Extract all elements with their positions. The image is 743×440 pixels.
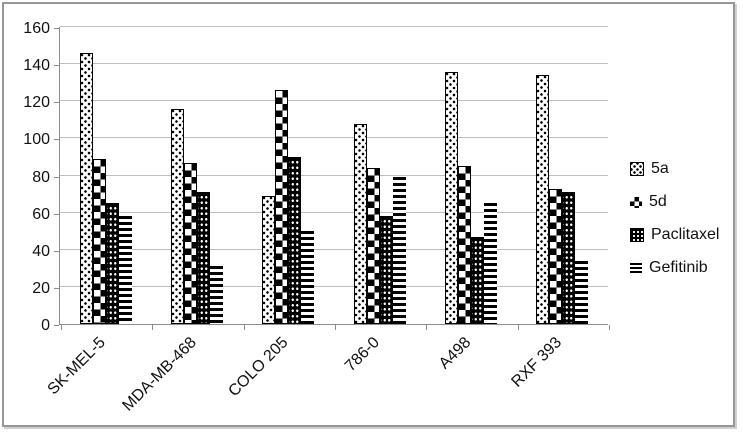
y-tick-label: 120 <box>23 94 50 112</box>
x-axis-tick <box>152 325 154 330</box>
bar-5d-COLO 205 <box>275 90 289 324</box>
legend-item-5d: 5d <box>630 193 719 211</box>
legend-label-paclitaxel: Paclitaxel <box>651 226 720 243</box>
bar-Gefitinib-SK-MEL-5 <box>118 216 132 324</box>
legend-swatch-paclitaxel-icon <box>630 228 644 242</box>
legend-label-5a: 5a <box>651 160 669 177</box>
y-axis-tick <box>54 176 59 178</box>
y-tick-label: 140 <box>23 57 50 75</box>
bar-5a-COLO 205 <box>262 195 276 324</box>
bar-Gefitinib-COLO 205 <box>301 231 315 324</box>
bar-5a-MDA-MB-468 <box>170 108 184 324</box>
plot-area <box>59 26 608 325</box>
bar-5d-MDA-MB-468 <box>183 162 197 324</box>
gridline <box>60 285 608 287</box>
y-tick-label: 20 <box>32 279 50 297</box>
bar-Paclitaxel-786-0 <box>379 216 393 324</box>
bar-group <box>334 27 425 324</box>
legend-swatch-gefitinib-icon <box>630 263 642 273</box>
gridline <box>60 137 608 139</box>
y-axis-tick <box>54 325 59 326</box>
x-axis-tick <box>426 325 428 330</box>
bar-Gefitinib-786-0 <box>392 177 406 324</box>
x-axis-tick <box>335 325 336 330</box>
x-axis-tick <box>61 325 62 330</box>
bar-5d-A498 <box>457 166 471 324</box>
y-axis-tick <box>54 250 59 252</box>
legend-swatch-5d-icon <box>630 196 642 208</box>
legend-item-paclitaxel: Paclitaxel <box>630 226 719 244</box>
y-tick-label: 80 <box>32 168 50 186</box>
x-axis-tick <box>243 325 245 330</box>
gridline <box>60 211 608 213</box>
legend-item-gefitinib: Gefitinib <box>630 259 719 277</box>
bar-Gefitinib-MDA-MB-468 <box>209 266 223 324</box>
y-axis-tick <box>54 65 59 67</box>
legend-item-5a: 5a <box>630 160 719 178</box>
bar-group <box>60 27 151 324</box>
x-category-label: 786-0 <box>341 334 383 375</box>
bar-group <box>243 27 334 324</box>
gridline <box>60 26 608 27</box>
bar-5a-A498 <box>444 71 458 324</box>
x-category-label: RXF 393 <box>508 334 566 391</box>
y-axis-tick <box>54 28 59 29</box>
x-axis-tick <box>517 325 519 330</box>
legend-label-5d: 5d <box>649 193 667 210</box>
gridline <box>60 100 608 102</box>
y-axis-tick <box>54 213 59 215</box>
gridline <box>60 63 608 65</box>
gridline <box>60 248 608 250</box>
bar-Paclitaxel-MDA-MB-468 <box>196 192 210 324</box>
bar-Paclitaxel-COLO 205 <box>288 156 302 324</box>
bar-Paclitaxel-A498 <box>470 236 484 324</box>
bar-group <box>151 27 242 324</box>
legend: 5a 5d Paclitaxel Gefitinib <box>630 160 719 277</box>
gridline <box>60 174 608 176</box>
x-category-label: COLO 205 <box>225 334 292 401</box>
bar-5a-RXF 393 <box>536 75 550 324</box>
bar-group <box>425 27 516 324</box>
bar-Paclitaxel-SK-MEL-5 <box>105 203 119 324</box>
bar-Gefitinib-RXF 393 <box>575 260 589 324</box>
x-category-label: SK-MEL-5 <box>44 334 109 399</box>
bar-5a-786-0 <box>353 123 367 324</box>
chart-frame: 5a 5d Paclitaxel Gefitinib 0 20 40 60 80 100 1… <box>2 2 735 427</box>
y-axis-tick <box>54 139 59 141</box>
bar-Gefitinib-A498 <box>483 203 497 324</box>
y-tick-label: 160 <box>23 20 50 37</box>
y-tick-label: 60 <box>32 205 50 223</box>
y-tick-label: 100 <box>23 131 50 149</box>
bar-5d-RXF 393 <box>549 188 563 324</box>
y-tick-label: 0 <box>41 317 50 334</box>
bar-5d-786-0 <box>366 168 380 324</box>
bar-group <box>517 27 608 324</box>
y-axis-tick <box>54 287 59 289</box>
x-category-label: A498 <box>435 334 475 373</box>
bar-5d-SK-MEL-5 <box>92 158 106 324</box>
legend-swatch-5a-icon <box>630 162 644 176</box>
y-axis-tick <box>54 102 59 104</box>
bar-Paclitaxel-RXF 393 <box>562 192 576 324</box>
bar-5a-SK-MEL-5 <box>79 53 93 324</box>
legend-label-gefitinib: Gefitinib <box>649 259 708 276</box>
x-category-label: MDA-MB-468 <box>119 334 201 415</box>
y-tick-label: 40 <box>32 242 50 260</box>
x-axis-tick <box>609 325 610 330</box>
